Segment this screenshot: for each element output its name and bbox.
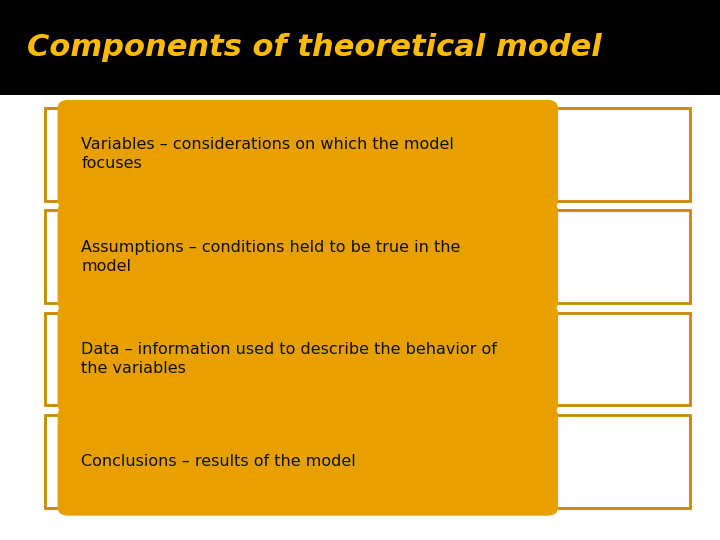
FancyBboxPatch shape — [45, 210, 690, 303]
FancyBboxPatch shape — [58, 407, 558, 516]
FancyBboxPatch shape — [45, 415, 690, 508]
Bar — [0, 0, 720, 94]
Text: Components of theoretical model: Components of theoretical model — [27, 33, 602, 62]
FancyBboxPatch shape — [58, 202, 558, 311]
FancyBboxPatch shape — [58, 305, 558, 413]
Text: Data – information used to describe the behavior of
the variables: Data – information used to describe the … — [81, 342, 498, 376]
Text: Conclusions – results of the model: Conclusions – results of the model — [81, 454, 356, 469]
FancyBboxPatch shape — [45, 313, 690, 405]
Text: Assumptions – conditions held to be true in the
model: Assumptions – conditions held to be true… — [81, 240, 461, 274]
Text: Variables – considerations on which the model
focuses: Variables – considerations on which the … — [81, 137, 454, 171]
FancyBboxPatch shape — [58, 100, 558, 208]
FancyBboxPatch shape — [45, 108, 690, 200]
